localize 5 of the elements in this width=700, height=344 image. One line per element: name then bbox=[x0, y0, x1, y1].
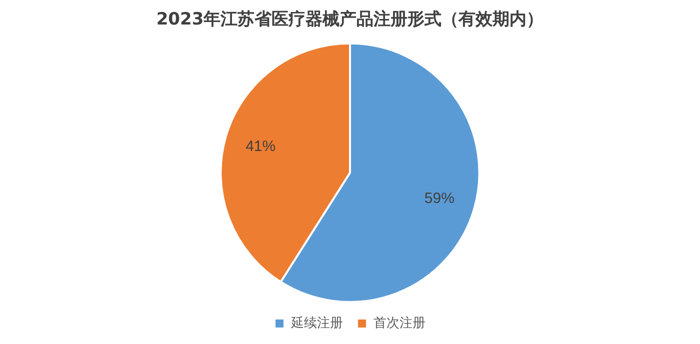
chart-title: 2023年江苏省医疗器械产品注册形式（有效期内） bbox=[156, 10, 544, 30]
data-label: 41% bbox=[246, 138, 276, 155]
data-label: 59% bbox=[424, 190, 454, 207]
legend-label: 首次注册 bbox=[374, 316, 426, 331]
legend-label: 延续注册 bbox=[290, 316, 343, 331]
